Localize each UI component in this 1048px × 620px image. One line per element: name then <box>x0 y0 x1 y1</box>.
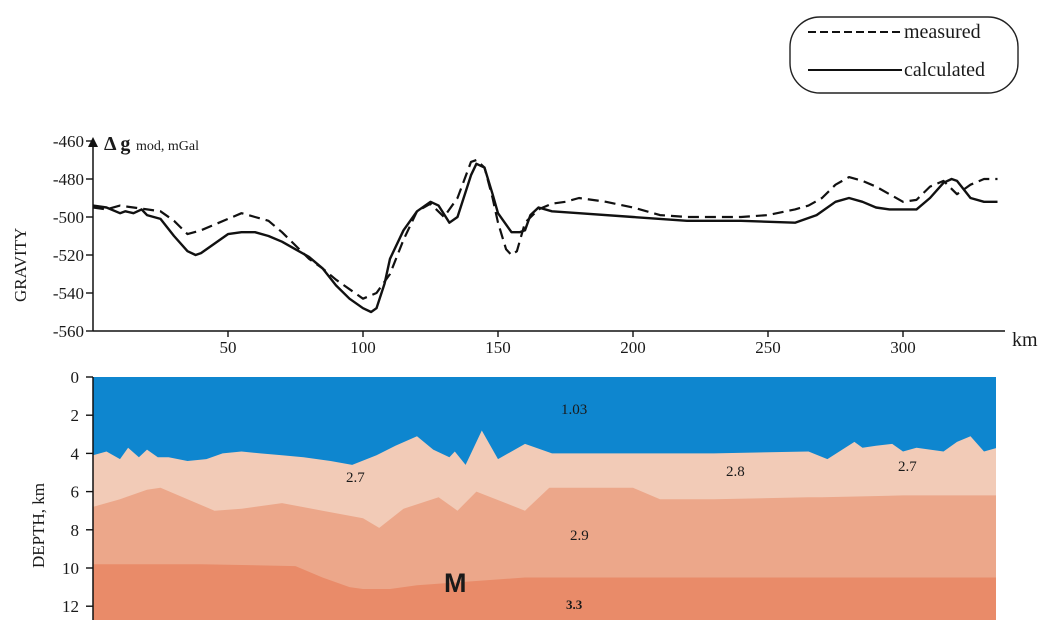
gravity-y-tick-label: -520 <box>53 246 84 265</box>
gravity-y-tick-label: -540 <box>53 284 84 303</box>
depth-y-tick-label: 12 <box>62 597 79 616</box>
gravity-unit-symbol: Δ g <box>104 133 130 155</box>
series-calculated-line <box>93 162 998 314</box>
depth-y-tick-label: 6 <box>71 483 80 502</box>
layer-upper-crust-density-label-1: 2.7 <box>346 470 365 486</box>
depth-y-tick-label: 10 <box>62 559 79 578</box>
moho-annotation: M <box>444 568 467 598</box>
gravity-y-tick-label: -500 <box>53 208 84 227</box>
depth-panel: 0 2 4 6 8 10 12 DEPTH, km 1.03 2.7 2.8 2.7 2.9… <box>29 368 996 620</box>
gravity-x-tick-label: 50 <box>220 338 237 357</box>
legend-calculated-label: calculated <box>904 59 985 81</box>
gravity-x-tick-label: 250 <box>755 338 781 357</box>
layer-mantle <box>93 564 996 620</box>
legend: measured calculated <box>789 16 1019 94</box>
depth-y-tick-label: 4 <box>71 444 80 463</box>
gravity-x-tick-label: 300 <box>890 338 916 357</box>
legend-measured-label: measured <box>904 21 981 43</box>
gravity-y-tick-label: -480 <box>53 170 84 189</box>
gravity-y-axis-arrow-icon <box>88 137 98 147</box>
gravity-x-tick-label: 100 <box>350 338 376 357</box>
series-measured-line <box>93 158 998 300</box>
gravity-y-axis-label: GRAVITY <box>11 228 30 302</box>
depth-y-tick-label: 0 <box>71 368 80 387</box>
layer-mantle-density-label: 3.3 <box>566 597 583 612</box>
depth-y-tick-label: 8 <box>71 521 80 540</box>
gravity-x-tick-label: 200 <box>620 338 646 357</box>
gravity-x-tick-label: 150 <box>485 338 511 357</box>
layer-upper-crust-density-label-3: 2.7 <box>898 459 917 475</box>
legend-box <box>789 16 1019 94</box>
layer-lower-crust-density-label: 2.9 <box>570 528 589 544</box>
layer-upper-crust-density-label-2: 2.8 <box>726 464 745 480</box>
depth-y-tick-label: 2 <box>71 406 80 425</box>
layer-water-density-label: 1.03 <box>561 402 587 418</box>
gravity-unit-subscript: mod, mGal <box>136 139 199 154</box>
gravity-x-axis-unit: km <box>1012 329 1038 351</box>
depth-y-axis-label: DEPTH, km <box>29 483 48 568</box>
gravity-y-tick-label: -460 <box>53 132 84 151</box>
gravity-panel: -460 -480 -500 -520 -540 -560 50 100 150 200 250 3… <box>11 132 1038 357</box>
gravity-y-tick-label: -560 <box>53 322 84 341</box>
